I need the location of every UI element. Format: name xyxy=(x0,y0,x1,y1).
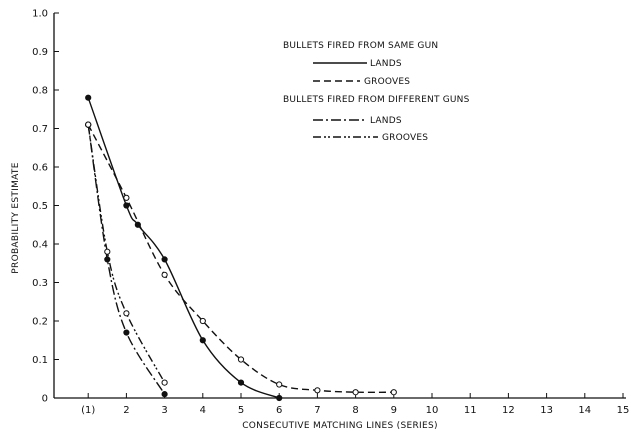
series-3-point-0 xyxy=(85,121,92,128)
series-2-point-2 xyxy=(123,329,130,336)
x-tick-label-9: 10 xyxy=(426,405,439,416)
series-1-point-8 xyxy=(390,389,397,396)
y-tick-label-10: 1.0 xyxy=(32,9,48,20)
series-2-point-1 xyxy=(104,256,111,263)
y-tick-label-5: 0.5 xyxy=(32,201,48,212)
x-tick-label-11: 12 xyxy=(502,405,515,416)
y-tick-label-7: 0.7 xyxy=(32,124,48,135)
series-3-point-1 xyxy=(104,248,111,255)
series-line-2 xyxy=(87,124,166,395)
series-1-point-3 xyxy=(199,317,206,325)
y-tick-label-4: 0.4 xyxy=(32,240,48,251)
legend-label-different-lands: LANDS xyxy=(370,116,402,126)
y-tick-label-1: 0.1 xyxy=(32,355,48,366)
x-tick-label-6: 7 xyxy=(314,405,320,416)
y-tick-label-3: 0.3 xyxy=(32,278,48,289)
series-2-point-3 xyxy=(161,391,168,398)
x-tick-label-1: 2 xyxy=(123,405,129,416)
series-1-point-6 xyxy=(314,387,321,394)
x-tick-label-0: (1) xyxy=(81,405,95,416)
x-tick-label-12: 13 xyxy=(540,405,553,416)
series-0-point-6 xyxy=(276,394,283,402)
y-tick-label-8: 0.8 xyxy=(32,86,48,97)
y-axis-title: PROBABILITY ESTIMATE xyxy=(11,162,21,273)
x-tick-label-5: 6 xyxy=(276,405,282,416)
legend-group-same-gun: BULLETS FIRED FROM SAME GUN xyxy=(283,41,438,51)
x-tick-label-14: 15 xyxy=(617,405,630,416)
x-tick-label-3: 4 xyxy=(200,405,206,416)
series-0-point-3 xyxy=(161,256,168,263)
legend-label-different-grooves: GROOVES xyxy=(382,133,428,143)
series-layer xyxy=(85,94,397,402)
x-tick-label-10: 11 xyxy=(464,405,477,416)
y-tick-label-0: 0 xyxy=(42,394,48,405)
series-0-point-0 xyxy=(85,94,92,101)
y-tick-label-9: 0.9 xyxy=(32,47,48,58)
y-tick-label-2: 0.2 xyxy=(32,317,48,328)
legend: BULLETS FIRED FROM SAME GUN LANDS GROOVE… xyxy=(283,41,470,143)
x-tick-label-2: 3 xyxy=(161,405,167,416)
series-0-point-5 xyxy=(237,379,245,386)
series-1-point-2 xyxy=(161,271,168,278)
x-tick-label-7: 8 xyxy=(352,405,358,416)
x-tick-label-8: 9 xyxy=(391,405,397,416)
series-0-point-1 xyxy=(123,202,130,209)
x-tick-label-4: 5 xyxy=(238,405,244,416)
series-line-3 xyxy=(87,124,166,383)
series-1-point-4 xyxy=(237,356,245,363)
series-1-point-7 xyxy=(352,389,359,396)
series-line-1 xyxy=(87,124,394,394)
series-3-point-3 xyxy=(161,379,168,386)
series-0-point-4 xyxy=(199,337,206,344)
y-tick-label-6: 0.6 xyxy=(32,163,48,174)
series-3-point-2 xyxy=(123,310,130,317)
legend-label-same-grooves: GROOVES xyxy=(364,77,410,87)
y-ticks: 0 0.1 0.2 0.3 0.4 0.5 0.6 0.7 0.8 0.9 1.0 xyxy=(32,9,59,405)
x-tick-label-13: 14 xyxy=(578,405,591,416)
legend-label-same-lands: LANDS xyxy=(370,59,402,69)
legend-group-different-guns: BULLETS FIRED FROM DIFFERENT GUNS xyxy=(283,95,470,105)
series-1-point-1 xyxy=(123,194,130,201)
x-ticks: (1) 2 3 4 5 6 7 8 9 10 11 12 13 14 15 xyxy=(81,393,629,416)
x-axis-title: CONSECUTIVE MATCHING LINES (SERIES) xyxy=(242,421,438,431)
series-line-0 xyxy=(87,97,280,399)
series-1-point-5 xyxy=(276,381,283,388)
